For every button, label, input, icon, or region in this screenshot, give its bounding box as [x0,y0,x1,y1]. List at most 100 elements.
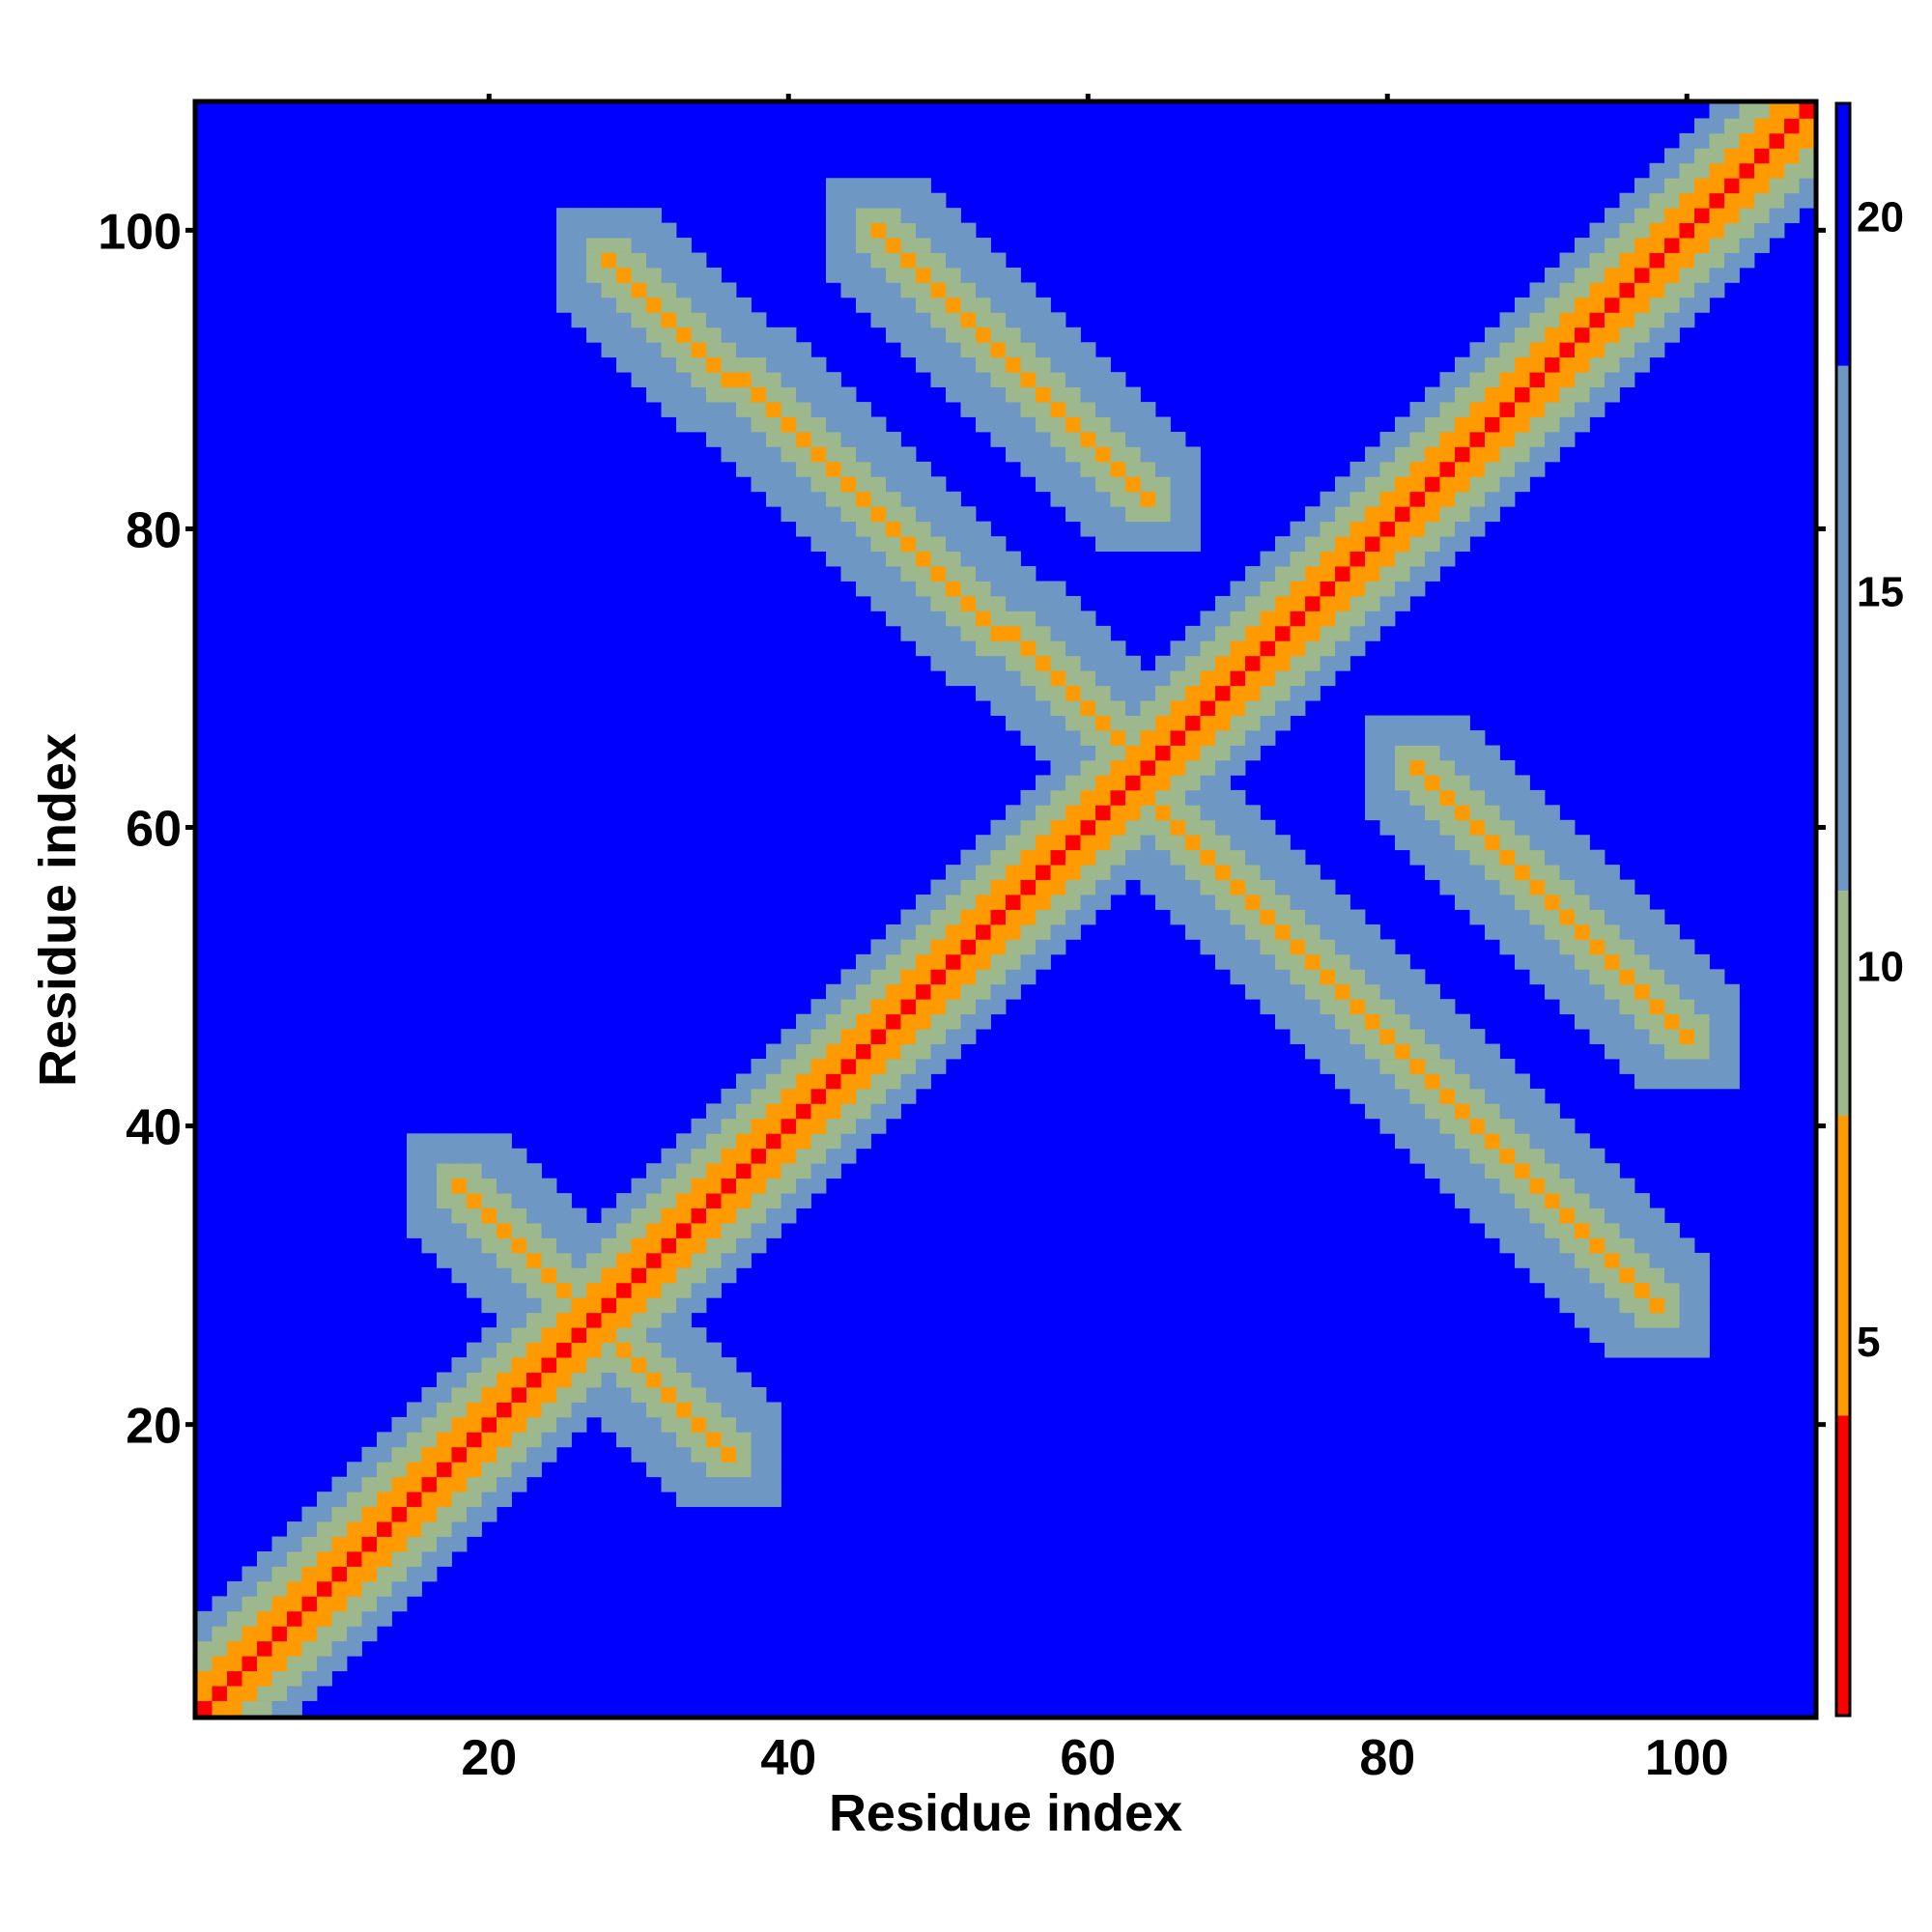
heatmap-cell [976,999,991,1015]
heatmap-cell [616,312,632,328]
heatmap-cell [1065,895,1081,910]
heatmap-cell [1036,670,1051,687]
heatmap-cell [976,953,991,970]
heatmap-cell [1605,1342,1620,1358]
heatmap-cell [361,1521,378,1537]
heatmap-cell [840,1073,857,1090]
heatmap-cell [1245,685,1261,701]
heatmap-cell [661,1223,677,1238]
heatmap-cell [706,1252,722,1268]
heatmap-cell [706,1178,722,1194]
heatmap-cell [1425,835,1440,851]
heatmap-cell [631,1342,647,1358]
heatmap-cell [1185,879,1201,895]
heatmap-cell [271,1626,288,1642]
heatmap-cell [736,312,752,328]
heatmap-cell [661,1342,677,1358]
colorbar-tick-label: 15 [1857,569,1904,616]
heatmap-cell [796,402,811,417]
heatmap-cell [1575,1013,1590,1030]
heatmap-cell [1485,461,1500,477]
heatmap-cell [946,879,961,895]
heatmap-cell [1080,611,1096,627]
heatmap-cell [930,566,947,582]
heatmap-cell [930,611,947,627]
heatmap-cell [1080,849,1096,866]
heatmap-cell [900,282,917,298]
heatmap-cell [1245,581,1261,597]
heatmap-cell [1140,536,1156,553]
heatmap-cell [1095,715,1111,731]
heatmap-cell [826,1163,841,1179]
heatmap-cell [1769,132,1785,149]
heatmap-cell [331,1521,348,1537]
heatmap-cell [1559,1193,1576,1208]
heatmap-cell [781,1043,797,1060]
heatmap-cell [1425,476,1440,493]
heatmap-cell [1589,1223,1605,1238]
heatmap-cell [1575,865,1590,880]
heatmap-cell [1664,208,1680,224]
heatmap-cell [1649,1297,1665,1314]
heatmap-cell [1649,1208,1665,1224]
heatmap-cell [736,356,752,373]
heatmap-cell [1515,849,1530,866]
heatmap-cell [1020,715,1037,731]
heatmap-cell [1529,865,1546,880]
heatmap-cell [1200,909,1216,925]
heatmap-cell [1799,103,1815,119]
heatmap-cell [1185,655,1201,671]
heatmap-cell [1694,983,1710,1000]
heatmap-cell [661,1402,677,1418]
heatmap-cell [1080,655,1096,671]
heatmap-cell [1515,312,1530,328]
heatmap-cell [571,1387,587,1403]
heatmap-cell [1185,759,1201,776]
heatmap-cell [1365,1103,1380,1120]
heatmap-cell [930,1013,947,1030]
heatmap-cell [586,1342,602,1358]
heatmap-cell [676,1148,692,1164]
heatmap-cell [721,1223,737,1238]
heatmap-cell [646,1208,662,1224]
heatmap-cell [1395,431,1410,447]
heatmap-cell [421,1492,438,1508]
heatmap-cell [1050,865,1066,880]
colorbar-segment [1836,103,1850,366]
heatmap-cell [976,342,991,358]
heatmap-cell [691,1432,707,1448]
heatmap-cell [1559,327,1576,343]
heatmap-cell [1499,835,1516,851]
heatmap-cell [886,611,901,627]
heatmap-cell [1664,1013,1680,1030]
heatmap-cell [511,1208,527,1224]
heatmap-cell [676,356,692,373]
heatmap-cell [1425,999,1440,1015]
heatmap-cell [1439,879,1456,895]
heatmap-cell [1619,999,1635,1015]
heatmap-cell [856,476,871,493]
heatmap-cell [676,1297,692,1314]
heatmap-cell [1739,222,1755,239]
heatmap-cell [930,491,947,507]
heatmap-cell [1679,939,1695,955]
heatmap-cell [960,865,977,880]
heatmap-cell [1215,595,1231,611]
heatmap-cell [706,1357,722,1373]
heatmap-cell [1485,1088,1500,1104]
heatmap-cell [1469,1163,1486,1179]
heatmap-cell [1709,282,1725,298]
heatmap-cell [721,372,737,388]
heatmap-cell [601,1282,617,1298]
heatmap-cell [361,1566,378,1582]
heatmap-cell [960,551,977,567]
heatmap-cell [616,1267,632,1284]
heatmap-cell [541,1446,557,1463]
heatmap-cell [1409,759,1426,776]
heatmap-cell [1305,923,1321,940]
heatmap-cell [421,1521,438,1537]
heatmap-cell [1335,476,1350,493]
heatmap-cell [586,238,602,253]
heatmap-cell [1499,461,1516,477]
